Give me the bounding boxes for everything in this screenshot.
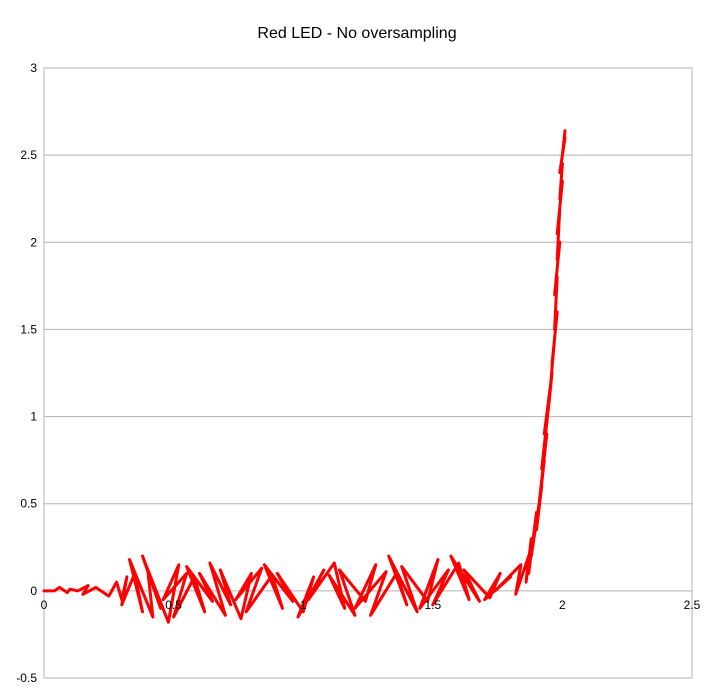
x-axis-ticks: 0 0.5 1 1.5 2 2.5 [41, 598, 701, 612]
x-tick-label: 1 [300, 598, 307, 612]
x-tick-label: 2 [559, 598, 566, 612]
chart-title: Red LED - No oversampling [257, 25, 456, 42]
x-tick-label: 0.5 [165, 598, 182, 612]
y-tick-label: 1.5 [20, 322, 37, 336]
series-layer [42, 129, 567, 624]
x-tick-label: 2.5 [684, 598, 701, 612]
y-tick-label: 0.5 [20, 497, 37, 511]
y-tick-label: 2 [30, 235, 37, 249]
y-axis-ticks: -0.5 0 0.5 1 1.5 2 2.5 3 [16, 61, 37, 685]
series-line [42, 129, 567, 624]
x-tick-label: 0 [41, 598, 48, 612]
plot-area-frame [43, 67, 693, 679]
x-tick-label: 1.5 [424, 598, 441, 612]
y-tick-label: 3 [30, 61, 37, 75]
y-tick-label: 1 [30, 410, 37, 424]
y-tick-label: -0.5 [16, 671, 37, 685]
gridlines [44, 67, 692, 679]
y-tick-label: 2.5 [20, 148, 37, 162]
y-tick-label: 0 [30, 584, 37, 598]
